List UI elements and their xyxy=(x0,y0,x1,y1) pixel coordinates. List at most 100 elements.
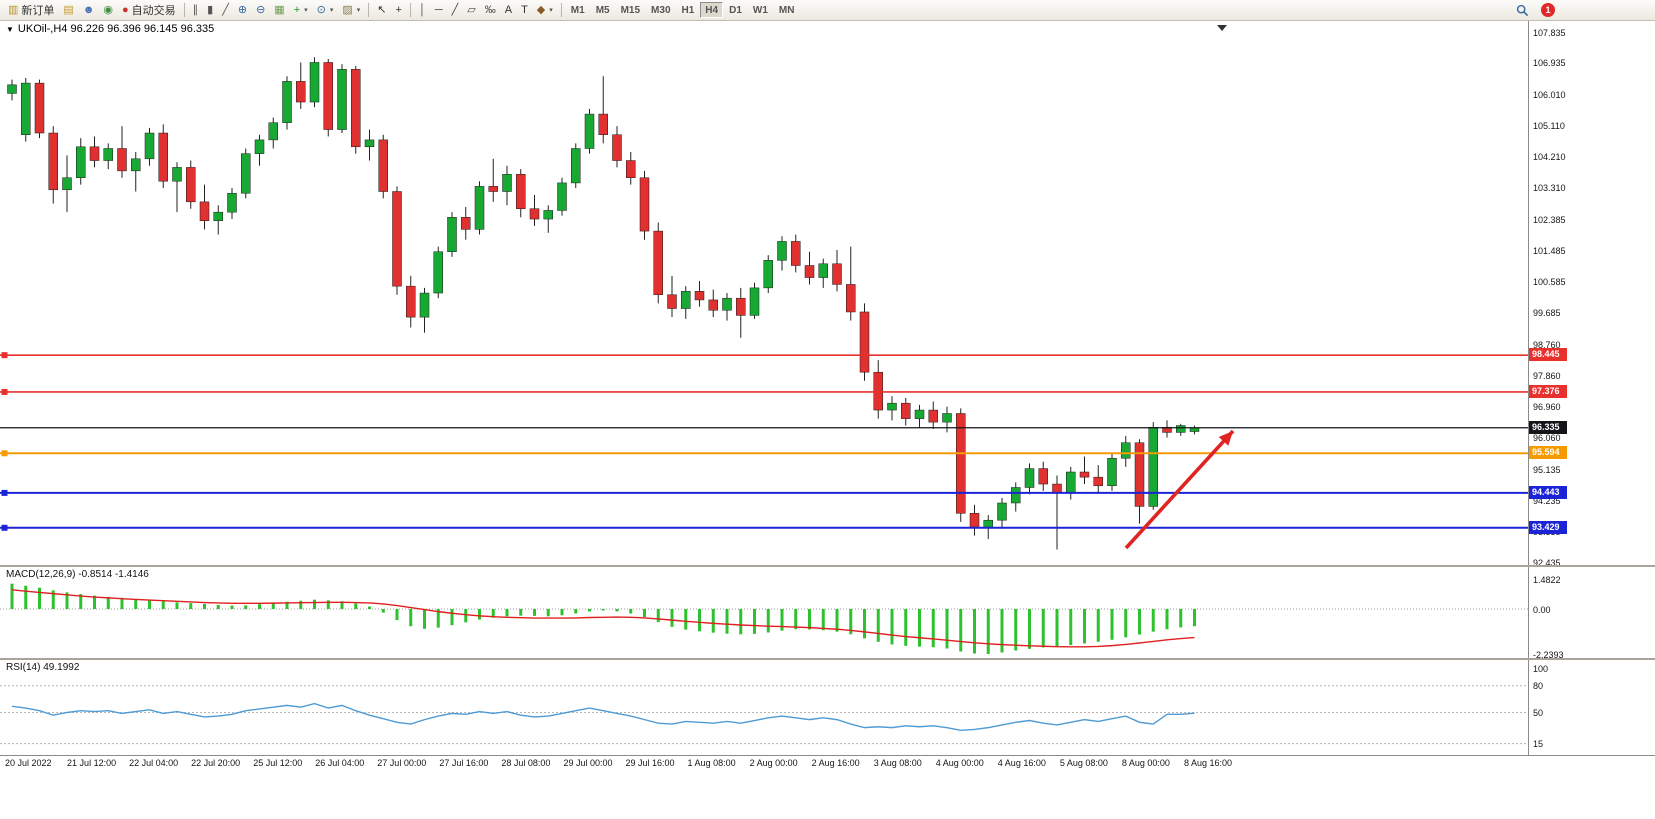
macd-histogram-bar xyxy=(519,609,523,616)
autotrading-label: 自动交易 xyxy=(131,5,176,17)
macd-histogram-bar xyxy=(271,602,275,609)
tile-windows-button[interactable]: ▦ xyxy=(270,1,288,19)
horizontal-line-button[interactable]: ─ xyxy=(431,1,447,19)
macd-histogram-bar xyxy=(1000,609,1004,653)
macd-histogram-bar xyxy=(1165,609,1169,630)
timeframe-m15[interactable]: M15 xyxy=(616,2,645,18)
timeframe-m30[interactable]: M30 xyxy=(646,2,675,18)
candlestick xyxy=(76,138,86,185)
timeframe-h1[interactable]: H1 xyxy=(677,2,700,18)
candlestick xyxy=(584,108,595,154)
candlestick xyxy=(199,184,210,230)
macd-histogram-bar xyxy=(189,603,193,609)
community-button[interactable]: ☻ xyxy=(79,1,99,19)
fibonacci-button[interactable]: ‰ xyxy=(481,1,500,19)
price-axis-label: 101.485 xyxy=(1533,246,1566,257)
timeframe-d1[interactable]: D1 xyxy=(724,2,747,18)
candlestick xyxy=(804,251,815,285)
candlestick xyxy=(1038,461,1048,491)
macd-histogram-bar xyxy=(794,609,798,630)
candlestick xyxy=(1066,466,1076,500)
search-icon xyxy=(1516,4,1529,16)
candlestick xyxy=(378,134,388,199)
line-edge-marker[interactable] xyxy=(1,388,8,395)
search-button[interactable] xyxy=(1512,1,1533,19)
periods-button[interactable]: ⊙ ▾ xyxy=(313,1,338,19)
left-icon-group: ▤ ☻ ◉ xyxy=(59,1,117,19)
chevron-down-icon: ▾ xyxy=(356,7,361,14)
candlestick-chart-icon: ▮ xyxy=(207,3,214,16)
zoom-in-icon: ⊕ xyxy=(237,3,248,16)
macd-histogram-bar xyxy=(1110,609,1114,640)
text-button[interactable]: A xyxy=(501,1,516,19)
main-chart-pane[interactable] xyxy=(0,21,1528,566)
candlestick-chart-button[interactable]: ▮ xyxy=(203,1,217,19)
timeframe-m5[interactable]: M5 xyxy=(591,2,615,18)
line-edge-marker[interactable] xyxy=(1,352,8,359)
line-edge-marker[interactable] xyxy=(1,489,8,496)
new-order-label: 新订单 xyxy=(21,5,55,17)
trend-arrow-object[interactable] xyxy=(1124,429,1235,550)
chart-shift-marker[interactable] xyxy=(1217,25,1227,31)
line-chart-icon: ╱ xyxy=(222,3,229,16)
trendline-button[interactable]: ╱ xyxy=(448,1,463,19)
rsi-pane[interactable] xyxy=(0,660,1528,755)
candlestick xyxy=(62,155,72,213)
candlestick xyxy=(1121,435,1131,467)
arrows-button[interactable]: ◆ ▾ xyxy=(533,1,557,19)
new-order-button[interactable]: ▥ 新订单 xyxy=(4,1,58,19)
candlestick xyxy=(502,165,512,206)
text-label-button[interactable]: T xyxy=(517,1,532,19)
trend-arrow-head xyxy=(1218,431,1233,446)
autotrading-button[interactable]: ● 自动交易 xyxy=(118,1,180,19)
line-edge-marker[interactable] xyxy=(1,450,8,457)
timeframe-w1[interactable]: W1 xyxy=(748,2,773,18)
zoom-out-button[interactable]: ⊖ xyxy=(252,1,269,19)
rsi-line xyxy=(11,702,1195,732)
candlestick xyxy=(447,212,457,257)
chevron-down-icon: ▾ xyxy=(304,7,308,14)
signals-icon: ◉ xyxy=(103,3,113,16)
timeframe-mn[interactable]: MN xyxy=(774,2,800,18)
line-chart-button[interactable]: ╱ xyxy=(218,1,233,19)
timeframe-h4[interactable]: H4 xyxy=(700,2,724,18)
templates-button[interactable]: ▨ ▾ xyxy=(338,1,364,19)
macd-histogram-bar xyxy=(560,609,564,616)
macd-pane[interactable] xyxy=(0,567,1528,658)
fibonacci-icon: ‰ xyxy=(484,3,496,16)
market-depth-button[interactable]: ▤ xyxy=(59,1,77,19)
crosshair-icon: + xyxy=(395,3,402,16)
candlestick xyxy=(21,77,31,142)
cursor-button[interactable]: ↖ xyxy=(373,1,390,19)
zoom-in-button[interactable]: ⊕ xyxy=(234,1,251,19)
candlestick xyxy=(791,234,801,273)
candlestick xyxy=(818,258,828,288)
macd-histogram-bar xyxy=(739,609,743,635)
macd-histogram-bar xyxy=(134,599,138,609)
pane-divider[interactable] xyxy=(0,565,1655,567)
macd-histogram-bar xyxy=(698,609,701,632)
time-axis-label: 4 Aug 00:00 xyxy=(935,757,984,768)
line-edge-marker[interactable] xyxy=(1,524,8,531)
candlestick xyxy=(186,160,196,209)
macd-histogram-bar xyxy=(753,609,756,634)
macd-histogram-bar xyxy=(313,599,316,609)
candlestick xyxy=(901,398,911,426)
price-axis-label: 106.010 xyxy=(1533,90,1566,101)
indicators-button[interactable]: + ▾ xyxy=(290,1,312,19)
equidistant-channel-button[interactable]: ▱ xyxy=(463,1,479,19)
notification-badge[interactable]: 1 xyxy=(1541,3,1555,17)
candlestick xyxy=(1162,420,1172,438)
signals-button[interactable]: ◉ xyxy=(99,1,117,19)
pane-divider[interactable] xyxy=(0,658,1655,660)
periods-icon: ⊙ xyxy=(316,3,326,16)
candlestick xyxy=(392,186,402,295)
timeframe-m1[interactable]: M1 xyxy=(566,2,590,18)
macd-axis-label: -2.2393 xyxy=(1533,649,1564,660)
vertical-line-button[interactable]: │ xyxy=(415,1,430,19)
chevron-down-icon: ▾ xyxy=(329,7,334,14)
crosshair-button[interactable]: + xyxy=(392,1,406,19)
price-axis-label: 102.385 xyxy=(1533,215,1566,226)
trendline-icon: ╱ xyxy=(451,3,459,16)
bar-chart-button[interactable]: ∥ xyxy=(189,1,203,19)
